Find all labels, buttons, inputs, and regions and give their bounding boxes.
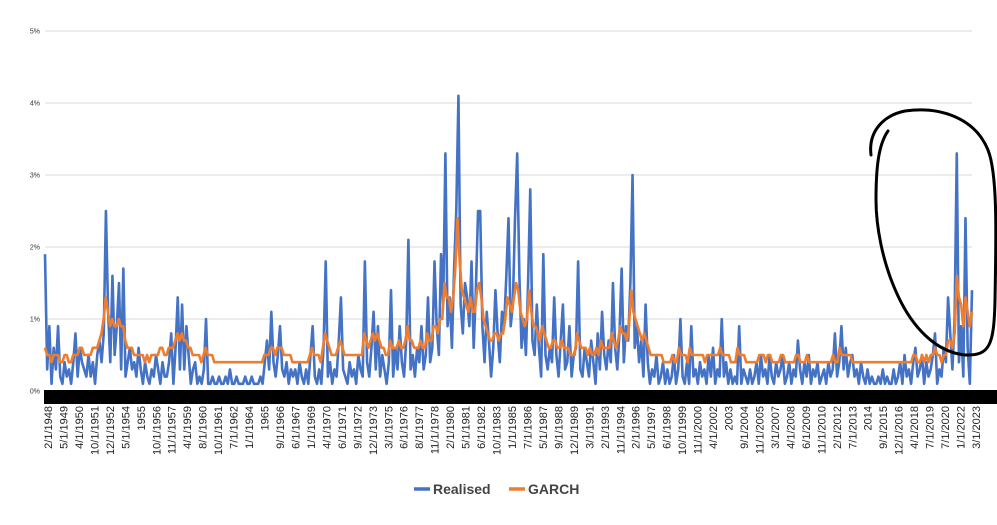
series-lines	[43, 94, 974, 386]
x-tick-label: 6/1/1998	[662, 406, 674, 449]
x-tick-label: 10/1/1951	[89, 406, 101, 455]
legend-label-realised: Realised	[433, 481, 491, 497]
x-tick-label: 10/1/1983	[492, 406, 504, 455]
x-tick-label: 4/1/2008	[785, 406, 797, 449]
x-tick-label: 3/1/2007	[770, 406, 782, 449]
x-tick-label: 4/1/1970	[321, 406, 333, 449]
series-line-garch	[43, 216, 974, 364]
x-tick-label: 12/1/1973	[368, 406, 380, 455]
x-tick-label: 11/1/2000	[693, 406, 705, 454]
y-tick-label: 0%	[30, 389, 40, 396]
x-tick-label: 5/1/1981	[461, 406, 473, 449]
x-tick-label: 12/1/1989	[569, 406, 581, 455]
x-tick-label: 4/1/2002	[708, 406, 720, 449]
x-tick-label: 2003	[724, 406, 736, 430]
x-tick-label: 6/1/1971	[337, 406, 349, 449]
x-tick-label: 9/1/1966	[275, 406, 287, 449]
x-tick-label: 12/1/1952	[105, 406, 117, 455]
x-tick-label: 9/1/1988	[553, 406, 565, 449]
x-tick-label: 2/1/1948	[43, 406, 55, 449]
x-tick-label: 10/1/1956	[151, 406, 163, 455]
x-tick-label: 6/1/1967	[291, 406, 303, 449]
x-tick-label: 3/1/1975	[383, 406, 395, 449]
x-tick-label: 10/1/1999	[677, 406, 689, 455]
x-tick-label: 1965	[260, 406, 272, 430]
x-axis-band	[44, 390, 997, 404]
x-tick-label: 2/1/1980	[445, 406, 457, 449]
x-tick-label: 7/1/2019	[925, 406, 937, 449]
x-tick-label: 4/1/2018	[909, 406, 921, 449]
x-tick-label: 11/1/2005	[755, 406, 767, 454]
x-tick-label: 3/1/1991	[584, 406, 596, 449]
legend-label-garch: GARCH	[528, 481, 579, 497]
x-tick-label: 8/1/1960	[198, 406, 210, 449]
x-tick-label: 2/1/1993	[600, 406, 612, 449]
x-tick-label: 12/1/2016	[894, 406, 906, 455]
x-tick-label: 5/1/1997	[646, 406, 658, 449]
x-tick-label: 6/1/1976	[399, 406, 411, 449]
x-tick-label: 2/1/2012	[832, 406, 844, 449]
x-tick-label: 6/1/2009	[801, 406, 813, 449]
x-tick-label: 5/1/1954	[120, 406, 132, 449]
x-tick-label: 7/1/1986	[523, 406, 535, 449]
x-tick-label: 10/1/1961	[213, 406, 225, 455]
y-tick-label: 5%	[30, 29, 40, 36]
x-tick-label: 4/1/1950	[74, 406, 86, 449]
x-tick-label: 4/1/1959	[182, 406, 194, 449]
x-tick-label: 1/1/2022	[956, 406, 968, 449]
x-axis-ticks: 2/1/1948 5/1/1949 4/1/1950 10/1/1951 12/1/19…	[43, 406, 983, 455]
x-tick-label: 11/1/2010	[816, 406, 828, 454]
legend: Realised GARCH	[414, 481, 579, 497]
x-tick-label: 7/1/2013	[847, 406, 859, 449]
x-tick-label: 11/1/1957	[167, 406, 179, 454]
x-tick-label: 3/1/2023	[971, 406, 983, 449]
x-tick-label: 6/1/1982	[476, 406, 488, 449]
x-tick-label: 2014	[863, 406, 875, 430]
hand-drawn-ellipse-annotation	[869, 108, 997, 357]
x-tick-label: 1/1/1969	[306, 406, 318, 449]
x-tick-label: 9/1/1972	[352, 406, 364, 449]
x-tick-label: 11/1/1978	[430, 406, 442, 454]
y-tick-label: 1%	[30, 317, 40, 324]
x-tick-label: 7/1/2020	[940, 406, 952, 449]
x-tick-label: 1/1/1964	[244, 406, 256, 449]
x-tick-label: 5/1/1949	[59, 406, 71, 449]
x-tick-label: 2/1/1996	[631, 406, 643, 449]
x-tick-label: 7/1/1962	[229, 406, 241, 449]
y-tick-label: 3%	[30, 173, 40, 180]
x-tick-label: 8/1/1977	[414, 406, 426, 449]
y-axis-ticks: 0% 1% 2% 3% 4% 5%	[30, 29, 40, 396]
x-tick-label: 9/1/2015	[878, 406, 890, 449]
x-tick-label: 5/1/1987	[538, 406, 550, 449]
y-tick-label: 2%	[30, 245, 40, 252]
x-tick-label: 1/1/1985	[507, 406, 519, 449]
x-tick-label: 9/1/2004	[739, 406, 751, 449]
x-tick-label: 1955	[136, 406, 148, 430]
y-tick-label: 4%	[30, 101, 40, 108]
x-tick-label: 11/1/1994	[615, 406, 627, 454]
